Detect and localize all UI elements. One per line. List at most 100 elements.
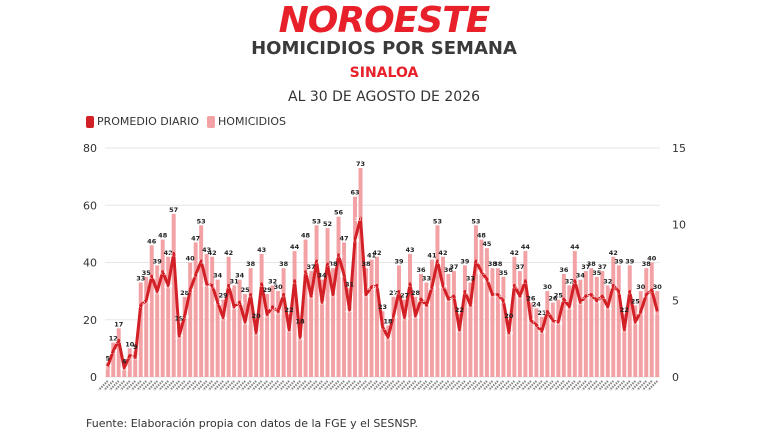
bar <box>583 271 588 377</box>
line-data-label: 6.0 <box>609 284 618 290</box>
x-tick-mark <box>339 380 351 391</box>
x-tick-mark <box>592 380 604 391</box>
x-tick-mark <box>466 380 477 391</box>
x-tick-mark <box>246 380 257 391</box>
x-tick-mark <box>609 380 620 391</box>
bar <box>111 342 116 377</box>
y-right-tick-label: 10 <box>672 218 686 231</box>
line-data-label: 4.7 <box>466 304 475 310</box>
x-tick-mark <box>630 380 642 391</box>
bar <box>342 242 347 377</box>
bar-data-label: 45 <box>482 240 492 248</box>
bar <box>523 251 528 377</box>
x-tick-mark <box>477 380 488 391</box>
line-data-label: 4.3 <box>274 310 283 316</box>
bar <box>105 362 110 377</box>
line-data-label: 5.7 <box>186 289 195 295</box>
line-data-label: 5.3 <box>516 295 525 301</box>
x-tick-mark <box>433 380 444 391</box>
brand-logo: NOROESTE <box>278 0 491 41</box>
bar <box>534 308 539 377</box>
line-data-label: 6.1 <box>202 283 211 289</box>
line-data-label: 5.1 <box>444 298 453 304</box>
bar <box>468 282 473 377</box>
x-tick-mark <box>356 380 367 391</box>
bar <box>155 265 160 377</box>
bar <box>501 276 506 377</box>
x-tick-mark <box>361 380 373 391</box>
bar-data-label: 44 <box>521 243 531 251</box>
bar <box>303 239 308 377</box>
line-data-label: 5.6 <box>461 291 470 297</box>
legend-swatch-promedio <box>86 115 94 128</box>
bar-data-label: 32 <box>268 277 277 285</box>
line-data-label: 3.9 <box>219 316 228 322</box>
x-tick-mark <box>284 380 296 391</box>
line-data-label: 0.7 <box>103 365 112 371</box>
x-tick-mark <box>504 380 516 391</box>
line-data-label: 5.4 <box>279 294 288 300</box>
bar-data-label: 35 <box>499 269 509 277</box>
bar-data-label: 38 <box>493 260 503 268</box>
bar <box>413 296 418 377</box>
bar-data-label: 42 <box>438 249 447 257</box>
x-tick-mark <box>411 380 422 391</box>
line-data-label: 4.6 <box>230 306 239 312</box>
bar <box>600 271 605 377</box>
bar-data-label: 27 <box>400 292 409 300</box>
bar-data-label: 53 <box>433 217 442 225</box>
bar <box>254 319 259 377</box>
line-data-label: 2.7 <box>175 335 184 341</box>
x-tick-mark <box>345 380 356 391</box>
bar <box>204 253 209 377</box>
x-tick-mark <box>587 380 598 391</box>
bar <box>270 285 275 377</box>
y-right-tick-label: 0 <box>672 371 679 384</box>
bar-data-label: 34 <box>235 272 245 280</box>
x-tick-mark <box>378 380 389 391</box>
bar <box>336 216 341 377</box>
x-tick-mark <box>438 380 450 391</box>
x-tick-mark <box>279 380 290 391</box>
bar <box>391 296 396 377</box>
bar <box>512 256 517 377</box>
line-data-label: 8.1 <box>169 252 178 258</box>
bar <box>429 259 434 377</box>
bar <box>572 251 577 377</box>
x-tick-mark <box>262 380 274 391</box>
line-data-label: 5.3 <box>581 295 590 301</box>
bar-data-label: 18 <box>296 317 306 325</box>
bar-data-label: 36 <box>416 266 426 274</box>
x-tick-mark <box>251 380 263 391</box>
bar-data-label: 31 <box>345 280 355 288</box>
bar-data-label: 28 <box>411 289 421 297</box>
x-tick-mark <box>207 380 219 391</box>
bar-data-label: 44 <box>570 243 580 251</box>
x-tick-mark <box>619 380 631 391</box>
bar-data-label: 53 <box>312 217 321 225</box>
bar <box>347 288 352 377</box>
line-data-label: 4.6 <box>268 306 277 312</box>
line-data-label: 4.7 <box>422 304 431 310</box>
bar <box>358 168 363 377</box>
line-data-label: 5.1 <box>417 298 426 304</box>
y-right-tick-label: 15 <box>672 142 686 155</box>
x-tick-mark <box>559 380 571 391</box>
bar <box>276 291 281 377</box>
x-tick-mark <box>554 380 565 391</box>
bar-data-label: 39 <box>460 257 470 265</box>
x-tick-mark <box>185 380 197 391</box>
line-data-label: 5.3 <box>450 295 459 301</box>
x-tick-mark <box>641 380 653 391</box>
line-data-label: 1.7 <box>109 350 118 356</box>
bar <box>473 225 478 377</box>
bar <box>171 213 176 377</box>
bar <box>243 293 248 377</box>
line-data-label: 5.9 <box>428 286 437 292</box>
line-data-label: 5.4 <box>587 294 596 300</box>
bar <box>226 256 231 377</box>
line-data-label: 4.9 <box>213 301 222 307</box>
bar <box>517 271 522 377</box>
bar-data-label: 63 <box>351 189 360 197</box>
